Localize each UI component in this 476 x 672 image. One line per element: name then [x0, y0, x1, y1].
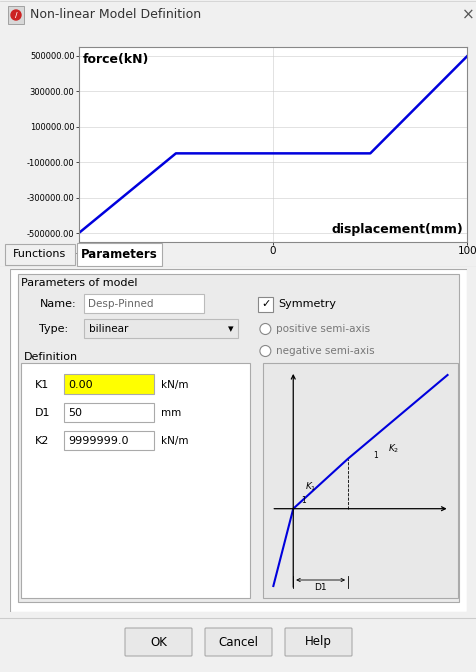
Text: 1: 1 [300, 496, 305, 505]
FancyBboxPatch shape [5, 244, 75, 265]
Text: K2: K2 [34, 436, 49, 446]
Text: /: / [15, 12, 17, 18]
FancyBboxPatch shape [205, 628, 271, 656]
Text: $K_1$: $K_1$ [305, 480, 316, 493]
Text: bilinear: bilinear [89, 324, 129, 334]
Text: ✓: ✓ [261, 299, 270, 309]
FancyBboxPatch shape [258, 297, 273, 312]
Circle shape [11, 10, 21, 20]
FancyBboxPatch shape [8, 6, 24, 24]
Text: Functions: Functions [13, 249, 67, 259]
Text: 1: 1 [373, 451, 377, 460]
Text: Help: Help [305, 636, 331, 648]
Text: negative semi-axis: negative semi-axis [276, 346, 374, 356]
Text: Parameters of model: Parameters of model [21, 278, 138, 288]
Text: 0.00: 0.00 [68, 380, 93, 390]
FancyBboxPatch shape [263, 363, 456, 598]
Text: kN/m: kN/m [160, 380, 188, 390]
FancyBboxPatch shape [84, 294, 203, 313]
Text: OK: OK [150, 636, 167, 648]
Text: ▾: ▾ [227, 324, 233, 334]
Text: positive semi-axis: positive semi-axis [276, 324, 370, 334]
FancyBboxPatch shape [84, 319, 238, 338]
FancyBboxPatch shape [10, 269, 466, 612]
FancyBboxPatch shape [284, 628, 351, 656]
Text: mm: mm [160, 408, 181, 418]
Text: Type:: Type: [40, 324, 69, 334]
Circle shape [259, 323, 270, 335]
FancyBboxPatch shape [64, 403, 154, 422]
Circle shape [259, 345, 270, 357]
Text: displacement(mm): displacement(mm) [331, 223, 463, 236]
Text: 50: 50 [68, 408, 82, 418]
FancyBboxPatch shape [125, 628, 192, 656]
FancyBboxPatch shape [18, 274, 458, 602]
Text: Desp-Pinned: Desp-Pinned [88, 299, 153, 309]
Text: D1: D1 [314, 583, 326, 591]
Text: $K_2$: $K_2$ [387, 442, 398, 455]
Text: Cancel: Cancel [218, 636, 258, 648]
Text: D1: D1 [34, 408, 50, 418]
Text: Symmetry: Symmetry [278, 299, 336, 309]
FancyBboxPatch shape [64, 431, 154, 450]
FancyBboxPatch shape [64, 374, 154, 394]
Text: kN/m: kN/m [160, 436, 188, 446]
Text: Parameters: Parameters [81, 247, 158, 261]
Text: Non-linear Model Definition: Non-linear Model Definition [30, 9, 201, 22]
Text: Definition: Definition [23, 352, 78, 362]
FancyBboxPatch shape [21, 363, 250, 598]
FancyBboxPatch shape [77, 243, 162, 266]
Text: 9999999.0: 9999999.0 [68, 436, 129, 446]
Text: K1: K1 [34, 380, 49, 390]
Text: force(kN): force(kN) [82, 53, 149, 66]
Text: Name:: Name: [40, 299, 76, 309]
Text: ×: × [461, 7, 473, 22]
